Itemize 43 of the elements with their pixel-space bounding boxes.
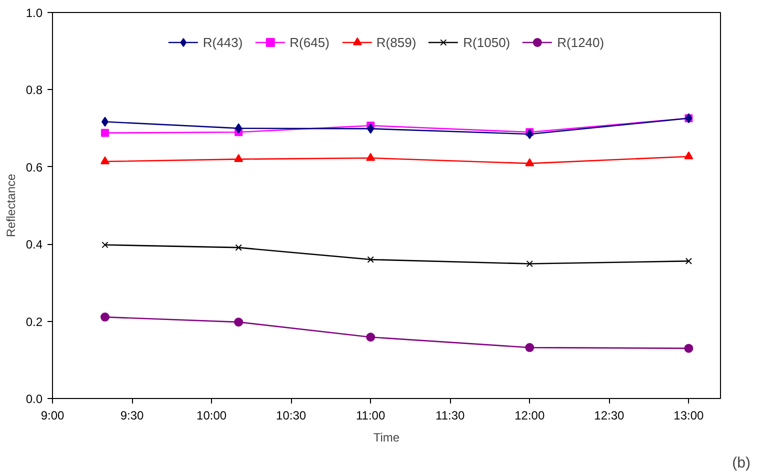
y-tick-label: 0.2 [26, 314, 43, 329]
point [234, 154, 244, 162]
point [235, 244, 242, 251]
y-tick-label: 0.8 [26, 83, 43, 98]
legend-label: R(645) [290, 34, 330, 50]
x-tick-label: 9:30 [120, 408, 144, 422]
point [101, 116, 108, 127]
point [525, 158, 534, 166]
text: (b) [732, 454, 751, 472]
point [684, 344, 694, 353]
x-tick-label: 10:30 [276, 408, 306, 422]
legend-label: R(443) [202, 34, 243, 50]
point [100, 312, 110, 322]
point [367, 256, 374, 263]
point [234, 318, 244, 327]
point [235, 123, 242, 134]
point [525, 343, 534, 352]
point [685, 258, 692, 264]
x-tick-label: 12:30 [594, 408, 625, 422]
point [526, 260, 533, 268]
point [367, 124, 374, 134]
y-axis-title: Reflectance [4, 173, 18, 238]
x-tick-label: 11:30 [436, 408, 466, 422]
x-tick-label: 9:00 [40, 408, 65, 422]
legend-label: R(859) [376, 34, 416, 50]
x-axis-title: Time [373, 430, 400, 444]
y-tick-label: 1.0 [26, 6, 43, 20]
legend-label: R(1050) [463, 34, 510, 50]
legend-label: R(1240) [557, 34, 604, 50]
x-tick-label: 13:00 [674, 408, 704, 422]
point [366, 332, 376, 342]
x-tick-label: 11:00 [356, 408, 386, 422]
y-tick-label: 0.0 [26, 392, 43, 406]
y-tick-label: 0.4 [26, 238, 43, 252]
point [684, 151, 694, 160]
point [100, 128, 109, 137]
y-tick-label: 0.6 [26, 160, 43, 174]
x-tick-label: 10:00 [196, 408, 227, 422]
point [102, 242, 108, 248]
point [526, 129, 534, 140]
point [366, 152, 376, 161]
point [100, 156, 110, 164]
x-tick-label: 12:00 [514, 408, 545, 422]
